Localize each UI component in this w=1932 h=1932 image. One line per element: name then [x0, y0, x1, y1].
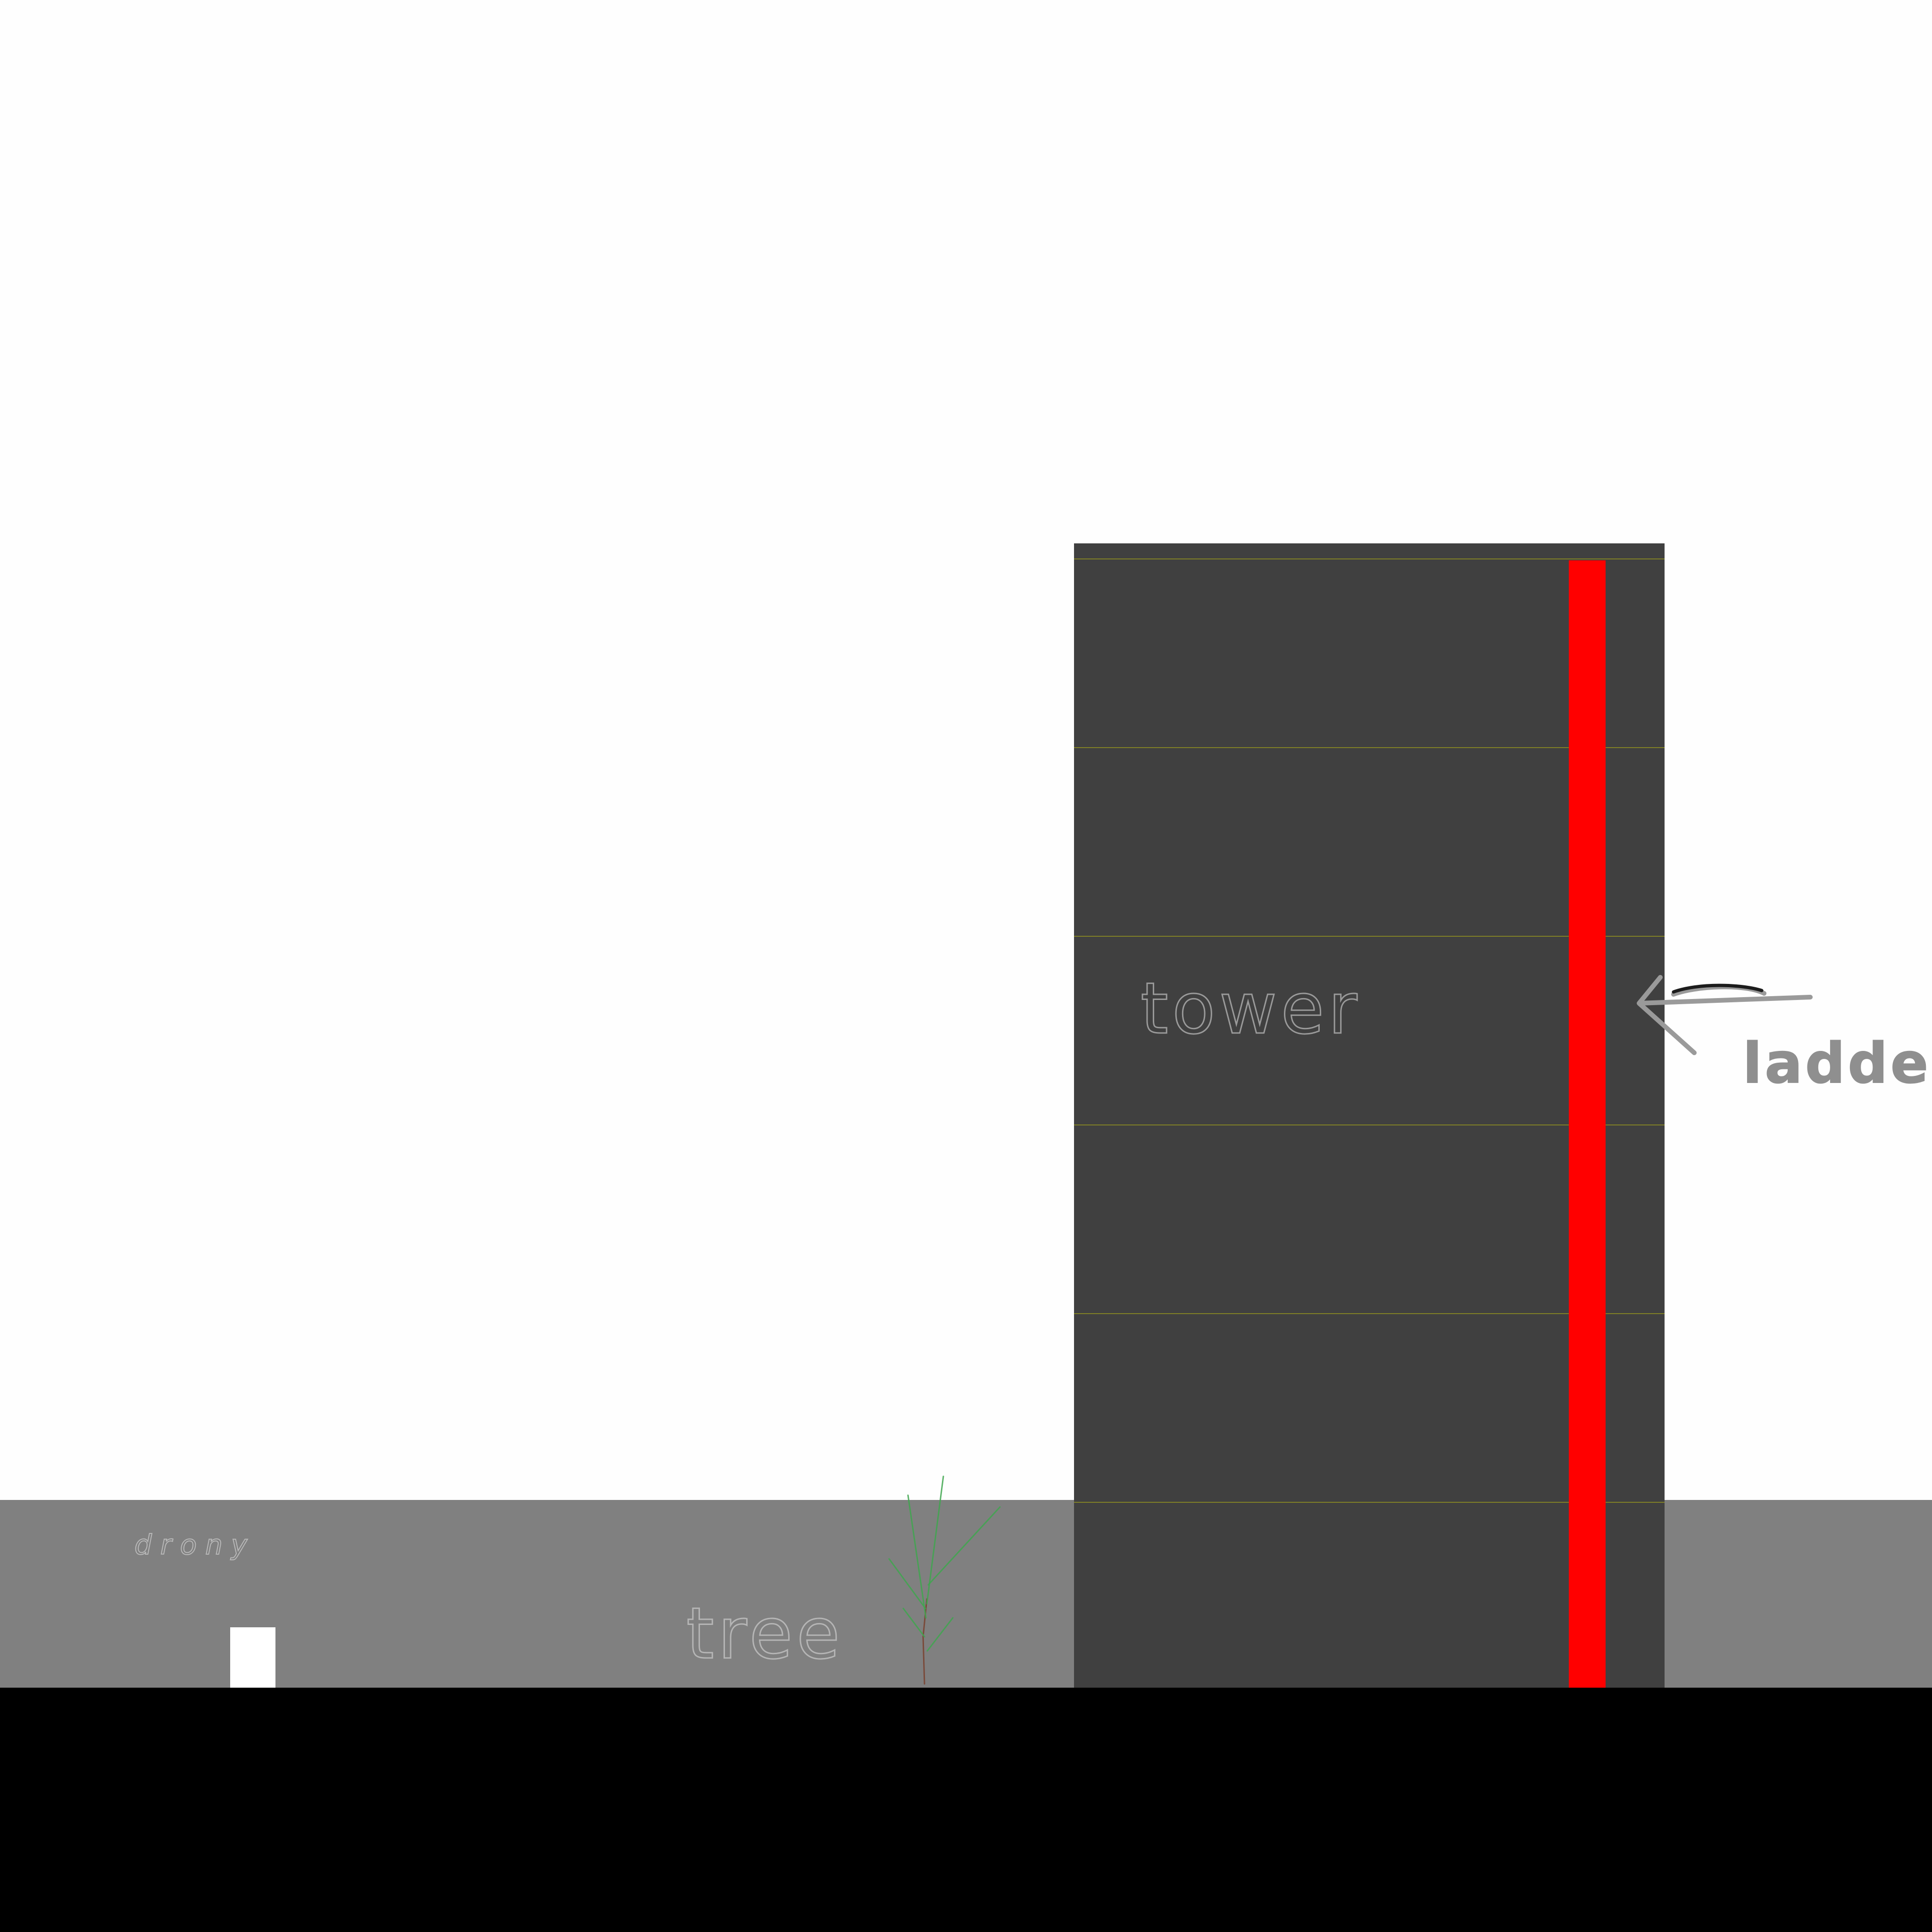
tower-floor-line — [1074, 558, 1665, 559]
tower-floor-line — [1074, 1124, 1665, 1125]
tower-floor-line — [1074, 747, 1665, 748]
tower-floor-line — [1074, 1502, 1665, 1503]
ground-floor — [0, 1688, 1932, 1932]
tower-floor-line — [1074, 936, 1665, 937]
player-character[interactable] — [230, 1627, 275, 1688]
ladder[interactable] — [1569, 560, 1606, 1688]
tower-floor-line — [1074, 1313, 1665, 1314]
tower[interactable] — [1074, 543, 1665, 1688]
